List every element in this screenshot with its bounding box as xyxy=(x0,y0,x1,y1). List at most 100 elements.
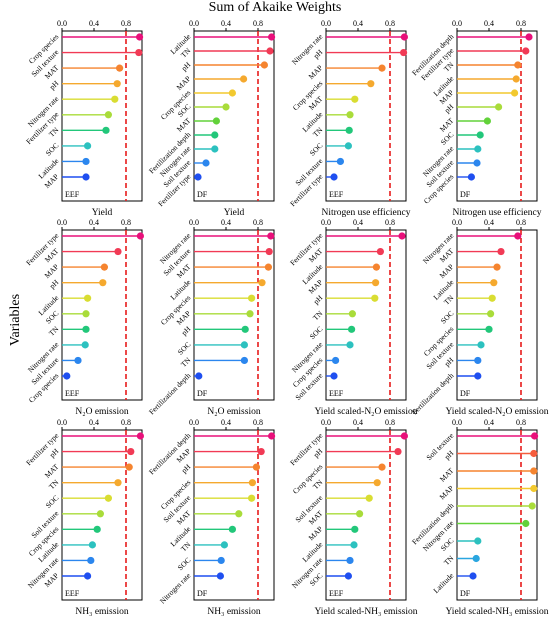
lollipop-point xyxy=(93,525,101,533)
lollipop-point xyxy=(472,554,480,563)
panel-tag: DF xyxy=(197,389,208,398)
category-label: SOC xyxy=(176,340,193,357)
lollipop-point xyxy=(344,142,352,150)
lollipop-point xyxy=(266,47,274,55)
lollipop-point xyxy=(474,145,482,153)
lollipop-point xyxy=(82,157,90,166)
x-tick-label: 0.0 xyxy=(321,418,331,427)
lollipop-point xyxy=(522,47,530,55)
x-tick-label: 0.8 xyxy=(253,218,263,227)
lollipop-point xyxy=(212,117,220,125)
lollipop-point xyxy=(195,372,203,380)
x-tick-label: 0.8 xyxy=(121,218,131,227)
plot-frame xyxy=(456,229,538,401)
lollipop-point xyxy=(240,356,248,365)
panel-title: NH₃ emission xyxy=(75,607,128,617)
x-tick-label: 0.4 xyxy=(353,19,363,28)
lollipop-point xyxy=(372,263,380,271)
lollipop-point xyxy=(257,447,265,456)
category-label: TN xyxy=(179,355,193,369)
lollipop-point xyxy=(346,341,354,349)
category-label: pH xyxy=(443,448,456,461)
lollipop-point xyxy=(63,372,71,380)
lollipop-point xyxy=(332,356,340,365)
panel-tag: DF xyxy=(460,589,471,598)
plot-frame xyxy=(325,30,407,202)
lollipop-point xyxy=(372,279,380,287)
panel-tag: EEF xyxy=(65,190,80,199)
lollipop-point xyxy=(351,95,359,103)
panel-tag: EEF xyxy=(329,589,344,598)
lollipop-point xyxy=(84,572,92,580)
lollipop-point xyxy=(104,111,112,119)
lollipop-point xyxy=(246,310,254,318)
category-label: SOC xyxy=(44,493,61,510)
lollipop-point xyxy=(330,372,338,380)
plot-frame xyxy=(61,30,143,202)
lollipop-point xyxy=(510,89,519,97)
x-tick-label: 0.4 xyxy=(89,19,99,28)
lollipop-point xyxy=(87,556,95,565)
lollipop-point xyxy=(136,232,144,240)
lollipop-point xyxy=(114,247,122,256)
lollipop-point xyxy=(344,572,352,580)
lollipop-point xyxy=(240,341,248,349)
lollipop-point xyxy=(530,467,538,475)
panel-tag: EEF xyxy=(329,389,344,398)
category-label: SOC xyxy=(44,141,61,158)
panel-tag: DF xyxy=(460,389,471,398)
lollipop-point xyxy=(248,494,256,502)
lollipop-point xyxy=(378,463,386,471)
category-label: SOC xyxy=(439,309,456,326)
lollipop-point xyxy=(264,263,272,271)
lollipop-point xyxy=(96,510,104,518)
x-tick-label: 0.4 xyxy=(353,418,363,427)
category-label: MAP xyxy=(438,262,456,280)
x-tick-label: 0.0 xyxy=(452,19,462,28)
lollipop-point xyxy=(488,294,496,302)
lollipop-point xyxy=(522,519,530,528)
x-tick-label: 0.0 xyxy=(321,218,331,227)
lollipop-point xyxy=(102,126,110,134)
category-label: MAP xyxy=(438,484,456,502)
x-tick-label: 0.8 xyxy=(516,218,526,227)
lollipop-point xyxy=(528,502,536,510)
panel-tag: DF xyxy=(197,589,208,598)
lollipop-point xyxy=(345,126,353,134)
lollipop-point xyxy=(400,33,408,41)
lollipop-point xyxy=(351,525,359,533)
lollipop-point xyxy=(268,33,276,41)
category-label: MAT xyxy=(43,462,61,480)
x-tick-label: 0.8 xyxy=(385,418,395,427)
lollipop-point xyxy=(216,572,224,580)
lollipop-point xyxy=(82,325,90,333)
panel-tag: DF xyxy=(197,190,208,199)
lollipop-point xyxy=(490,279,498,287)
x-tick-label: 0.8 xyxy=(516,418,526,427)
category-label: Nitrogen rate xyxy=(290,32,325,67)
panel-title: Yield scaled-NH₃ emission xyxy=(445,607,548,617)
x-tick-label: 0.8 xyxy=(516,19,526,28)
plot-frame xyxy=(325,229,407,401)
category-label: TN xyxy=(311,308,325,322)
category-label: SOC xyxy=(439,130,456,147)
plot-frame xyxy=(193,229,275,401)
plot-frame xyxy=(193,429,275,601)
panel-title: Yield scaled-NH₃ emission xyxy=(314,607,417,617)
lollipop-point xyxy=(530,449,538,458)
lollipop-point xyxy=(495,103,503,111)
lollipop-point xyxy=(252,463,260,471)
panel-tag: DF xyxy=(460,190,471,199)
lollipop-point xyxy=(82,173,90,181)
plot-frame xyxy=(61,229,143,401)
category-label: MAP xyxy=(307,63,325,81)
x-tick-label: 0.0 xyxy=(189,218,199,227)
lollipop-point xyxy=(400,432,408,440)
figure-title: Sum of Akaike Weights xyxy=(208,0,342,15)
plot-frame xyxy=(193,30,275,202)
